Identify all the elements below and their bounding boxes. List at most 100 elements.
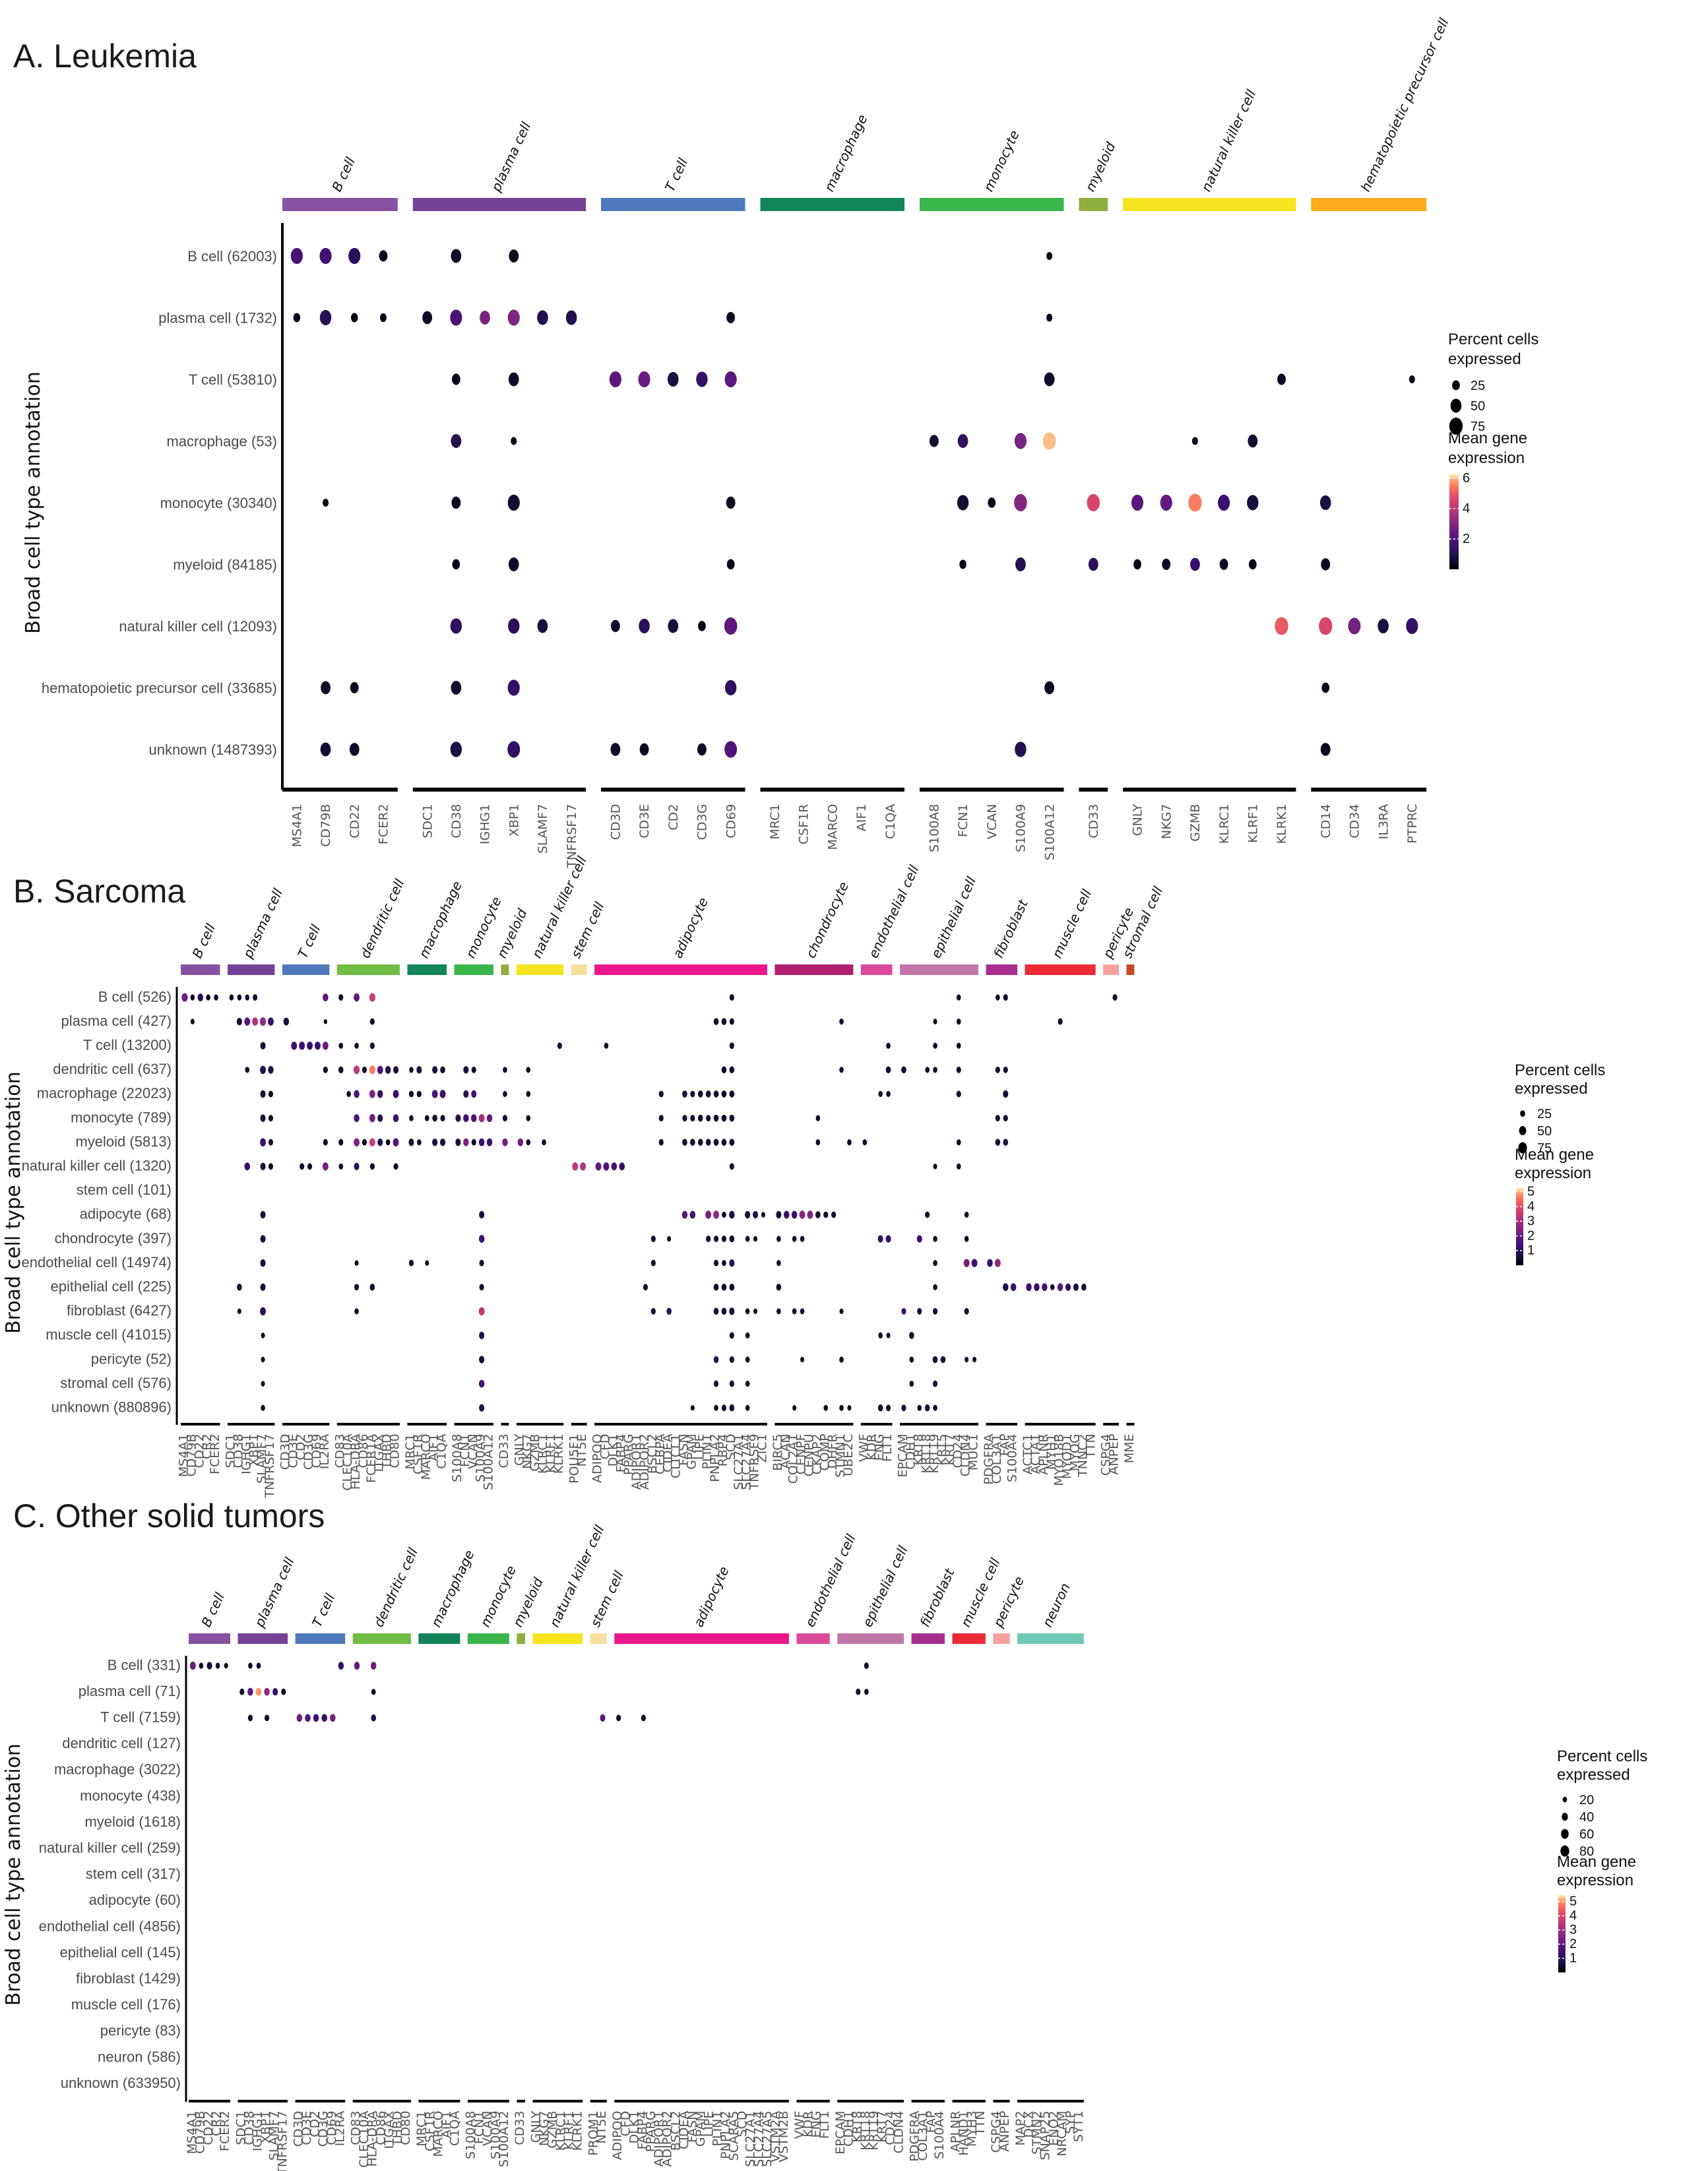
size-legend-label: 80 [1579,1844,1594,1859]
dot [745,1308,750,1315]
dot [1046,251,1053,261]
dot [800,1356,805,1363]
row-label: stromal cell (576) [60,1375,172,1391]
gene-label: SDC1 [420,804,435,838]
row-label: B cell (62003) [187,248,277,265]
dot [508,618,520,634]
gene-label: CD3G [316,2111,331,2147]
group-bar-natural-killer-cell [532,1633,583,1644]
dot [933,1236,937,1242]
size-legend-dot [1562,1796,1567,1803]
dot [847,1405,852,1411]
dot [319,309,332,326]
dot [338,994,344,1001]
gene-label: VCAN [466,1433,480,1468]
gene-label: UBE2C [841,1433,856,1476]
dot [260,1211,266,1219]
gene-label: KDR [801,2111,815,2137]
gene-label: CLDN4 [891,2111,906,2154]
dot [450,309,462,326]
dot [1406,617,1418,635]
gene-label: CD79B [193,2111,207,2154]
group-bar-stem-cell [590,1633,607,1644]
dot [353,1065,360,1075]
group-label: endothelial cell [802,1531,858,1629]
group-label: fibroblast [990,897,1031,960]
dot [689,1211,696,1219]
dot [268,1065,274,1074]
group-underline [760,787,904,792]
gene-label: THBD [391,2111,405,2147]
dot [451,681,462,695]
dot [455,1114,461,1122]
dot [299,1041,305,1050]
dot [338,1139,344,1146]
dot [886,1333,891,1338]
dot [650,1259,656,1267]
dot [1088,557,1098,571]
dot [1003,1115,1008,1121]
row-label: monocyte (438) [80,1787,181,1804]
dot [377,1065,383,1075]
row-label: T cell (7159) [100,1709,181,1726]
gene-label: S100A8 [928,804,942,852]
group-underline [986,1422,1018,1426]
dot [933,1067,937,1073]
gene-label: CLEC10A [340,1433,355,1490]
gene-label: PNPLA2 [708,1433,722,1482]
dot [697,1139,703,1146]
group-underline [454,1422,493,1426]
gene-label: COL3A1 [990,1433,1004,1484]
dot [323,1019,328,1024]
dot [369,1090,375,1098]
dot [307,1041,313,1050]
size-legend-label: 60 [1579,1827,1594,1842]
dot [1190,557,1200,571]
dot [451,496,461,509]
dot [705,1211,712,1219]
dot [658,1090,664,1098]
dot [440,1066,445,1074]
dot [502,1115,508,1121]
gene-label: GNLY [1131,803,1145,836]
dot [839,1356,844,1363]
dot [268,1115,274,1121]
dot [729,1114,735,1122]
dot [917,1404,922,1411]
gene-label: HLA-DRA [348,1433,363,1490]
gene-label: VWF [856,1433,871,1462]
group-underline [295,2100,346,2103]
color-legend-tick-label: 3 [1527,1214,1534,1228]
group-label: adipocyte [690,1564,732,1629]
dot [281,1688,286,1695]
gene-label: SYT1 [1071,2111,1086,2142]
gene-label: KLRC1 [536,1433,550,1474]
dot [815,1115,821,1121]
gene-label: CD38 [449,804,464,838]
dot [1003,994,1008,1001]
gene-label: CENPF [794,1433,809,1474]
dot [823,1211,829,1218]
gene-label: KRT19 [927,1433,941,1473]
dot [996,994,1000,1001]
gene-label: ADIPOQ [590,1433,605,1483]
dot [321,681,331,695]
row-label: macrophage (53) [166,433,277,450]
dot [753,1236,758,1242]
gene-label: MYOD1 [1060,1433,1075,1479]
gene-label: POU5F1 [567,1433,581,1483]
row-label: T cell (53810) [189,371,277,388]
gene-label: AIF1 [854,804,869,832]
group-label: B cell [198,1590,228,1629]
dot [256,1662,261,1669]
dot [369,1018,375,1025]
gene-label: TNFRSF17 [275,2111,290,2171]
gene-label: CD22 [348,804,362,838]
dot [729,1259,735,1267]
dot [909,1356,914,1363]
dot [268,1090,274,1098]
dot [878,1332,883,1338]
group-underline [837,2100,904,2103]
dot [729,1090,735,1098]
dot [478,1138,485,1147]
